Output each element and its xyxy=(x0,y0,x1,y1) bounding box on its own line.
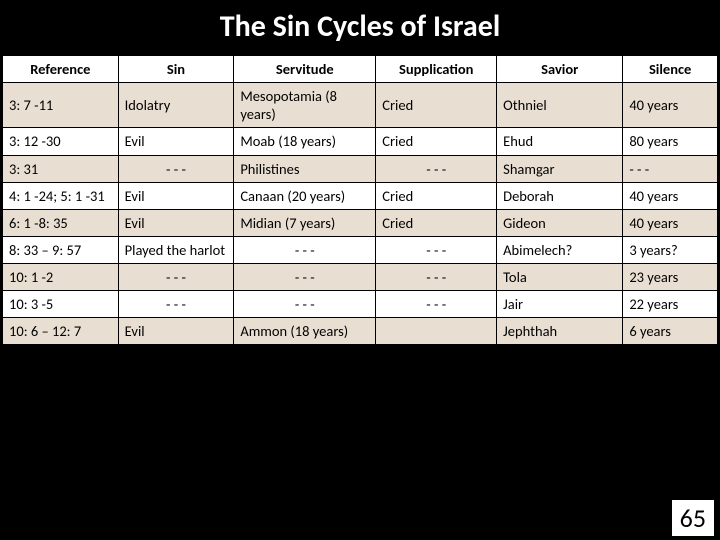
cell-servitude: Ammon (18 years) xyxy=(234,318,376,345)
cell-silence: 23 years xyxy=(623,264,718,291)
table-container: Reference Sin Servitude Supplication Sav… xyxy=(0,55,720,345)
cell-supplication: - - - xyxy=(376,155,497,182)
cell-savior: Deborah xyxy=(497,182,623,209)
cell-supplication xyxy=(376,318,497,345)
cell-silence: 22 years xyxy=(623,291,718,318)
cell-servitude: - - - xyxy=(234,236,376,263)
cell-sin: - - - xyxy=(118,264,234,291)
table-row: 10: 1 -2- - -- - -- - -Tola23 years xyxy=(3,264,718,291)
cell-reference: 3: 7 -11 xyxy=(3,83,119,128)
cell-sin: Played the harlot xyxy=(118,236,234,263)
cell-servitude: - - - xyxy=(234,264,376,291)
cell-supplication: Cried xyxy=(376,128,497,155)
cell-reference: 3: 12 -30 xyxy=(3,128,119,155)
cell-reference: 6: 1 -8: 35 xyxy=(3,209,119,236)
cell-reference: 10: 1 -2 xyxy=(3,264,119,291)
cell-reference: 10: 3 -5 xyxy=(3,291,119,318)
cell-supplication: - - - xyxy=(376,236,497,263)
cell-silence: 40 years xyxy=(623,182,718,209)
page-title: The Sin Cycles of Israel xyxy=(0,0,720,55)
cell-silence: 3 years? xyxy=(623,236,718,263)
cell-servitude: Canaan (20 years) xyxy=(234,182,376,209)
cell-savior: Gideon xyxy=(497,209,623,236)
header-servitude: Servitude xyxy=(234,56,376,83)
cell-sin: Evil xyxy=(118,318,234,345)
header-savior: Savior xyxy=(497,56,623,83)
table-row: 10: 3 -5- - -- - -- - -Jair22 years xyxy=(3,291,718,318)
table-row: 3: 31- - -Philistines- - -Shamgar- - - xyxy=(3,155,718,182)
cell-supplication: Cried xyxy=(376,83,497,128)
table-row: 8: 33 – 9: 57Played the harlot- - -- - -… xyxy=(3,236,718,263)
cell-servitude: Philistines xyxy=(234,155,376,182)
table-header-row: Reference Sin Servitude Supplication Sav… xyxy=(3,56,718,83)
cell-silence: - - - xyxy=(623,155,718,182)
cell-servitude: Mesopotamia (8 years) xyxy=(234,83,376,128)
cell-silence: 40 years xyxy=(623,209,718,236)
table-row: 10: 6 – 12: 7EvilAmmon (18 years) Jephtha… xyxy=(3,318,718,345)
table-row: 3: 7 -11IdolatryMesopotamia (8 years)Cri… xyxy=(3,83,718,128)
cell-supplication: - - - xyxy=(376,264,497,291)
header-supplication: Supplication xyxy=(376,56,497,83)
header-reference: Reference xyxy=(3,56,119,83)
cell-silence: 6 years xyxy=(623,318,718,345)
sin-cycles-table: Reference Sin Servitude Supplication Sav… xyxy=(2,55,718,345)
page-number: 65 xyxy=(672,500,714,536)
cell-supplication: - - - xyxy=(376,291,497,318)
header-silence: Silence xyxy=(623,56,718,83)
cell-silence: 80 years xyxy=(623,128,718,155)
cell-reference: 3: 31 xyxy=(3,155,119,182)
table-row: 6: 1 -8: 35EvilMidian (7 years)CriedGide… xyxy=(3,209,718,236)
cell-sin: Evil xyxy=(118,209,234,236)
cell-sin: Idolatry xyxy=(118,83,234,128)
table-row: 4: 1 -24; 5: 1 -31EvilCanaan (20 years)C… xyxy=(3,182,718,209)
cell-sin: - - - xyxy=(118,291,234,318)
cell-sin: Evil xyxy=(118,128,234,155)
cell-supplication: Cried xyxy=(376,182,497,209)
cell-sin: - - - xyxy=(118,155,234,182)
cell-sin: Evil xyxy=(118,182,234,209)
cell-reference: 4: 1 -24; 5: 1 -31 xyxy=(3,182,119,209)
cell-savior: Jair xyxy=(497,291,623,318)
cell-servitude: - - - xyxy=(234,291,376,318)
cell-savior: Abimelech? xyxy=(497,236,623,263)
cell-savior: Shamgar xyxy=(497,155,623,182)
cell-servitude: Midian (7 years) xyxy=(234,209,376,236)
cell-savior: Jephthah xyxy=(497,318,623,345)
cell-reference: 8: 33 – 9: 57 xyxy=(3,236,119,263)
cell-savior: Othniel xyxy=(497,83,623,128)
cell-supplication: Cried xyxy=(376,209,497,236)
cell-silence: 40 years xyxy=(623,83,718,128)
cell-reference: 10: 6 – 12: 7 xyxy=(3,318,119,345)
header-sin: Sin xyxy=(118,56,234,83)
table-row: 3: 12 -30EvilMoab (18 years)CriedEhud80 … xyxy=(3,128,718,155)
cell-savior: Tola xyxy=(497,264,623,291)
cell-savior: Ehud xyxy=(497,128,623,155)
cell-servitude: Moab (18 years) xyxy=(234,128,376,155)
